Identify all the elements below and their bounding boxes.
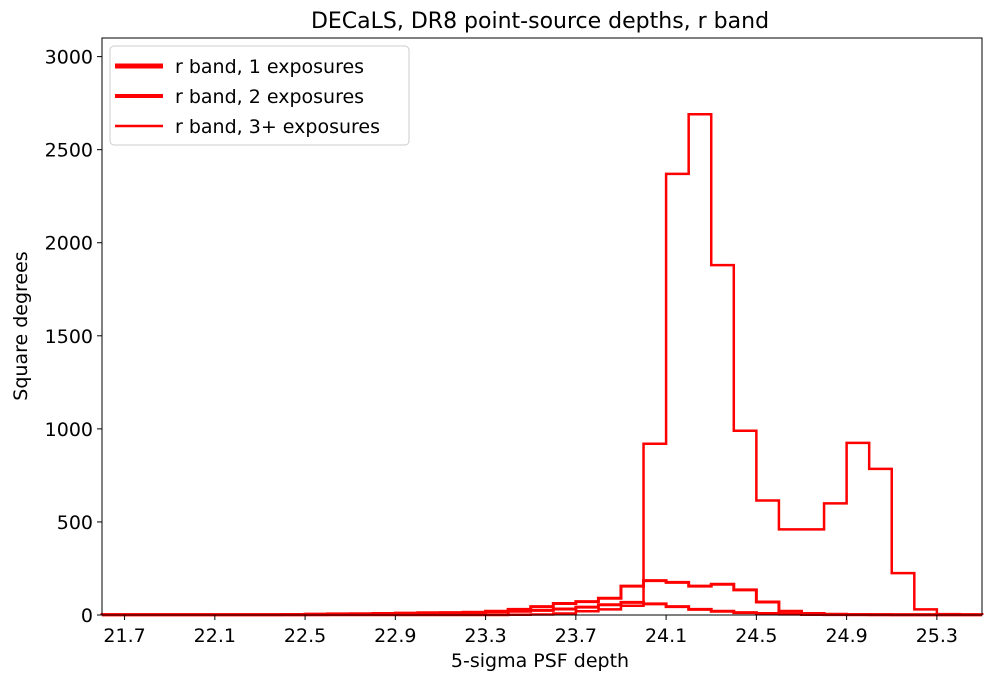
y-tick-label: 0	[81, 605, 93, 627]
x-tick-label: 22.1	[194, 625, 236, 647]
y-axis-label: Square degrees	[10, 251, 32, 400]
legend: r band, 1 exposures r band, 2 exposures r …	[109, 45, 410, 146]
x-tick-label: 21.7	[103, 625, 145, 647]
chart-title: DECaLS, DR8 point-source depths, r band	[311, 9, 769, 34]
x-axis-ticks: 21.7 22.1 22.5 22.9 23.3 23.7 24.1 24.5 24.9 25.3	[103, 615, 958, 647]
legend-box	[109, 45, 410, 146]
y-tick-label: 3000	[45, 47, 93, 69]
x-axis-label: 5-sigma PSF depth	[451, 650, 629, 672]
legend-label-3: r band, 3+ exposures	[175, 116, 380, 138]
y-tick-label: 500	[57, 512, 93, 534]
x-tick-label: 23.7	[555, 625, 597, 647]
legend-label-2: r band, 2 exposures	[175, 86, 364, 108]
x-tick-label: 22.9	[374, 625, 416, 647]
x-tick-label: 24.5	[735, 625, 777, 647]
x-tick-label: 24.9	[825, 625, 867, 647]
y-tick-label: 2500	[45, 140, 93, 162]
y-tick-label: 2000	[45, 233, 93, 255]
legend-label-1: r band, 1 exposures	[175, 56, 364, 78]
x-tick-label: 22.5	[284, 625, 326, 647]
y-tick-label: 1500	[45, 326, 93, 348]
plot-frame	[101, 37, 983, 616]
x-tick-label: 24.1	[645, 625, 687, 647]
x-tick-label: 25.3	[916, 625, 958, 647]
y-axis-ticks: 0 500 1000 1500 2000 2500 3000	[45, 47, 102, 627]
y-tick-label: 1000	[45, 419, 93, 441]
x-tick-label: 23.3	[464, 625, 506, 647]
